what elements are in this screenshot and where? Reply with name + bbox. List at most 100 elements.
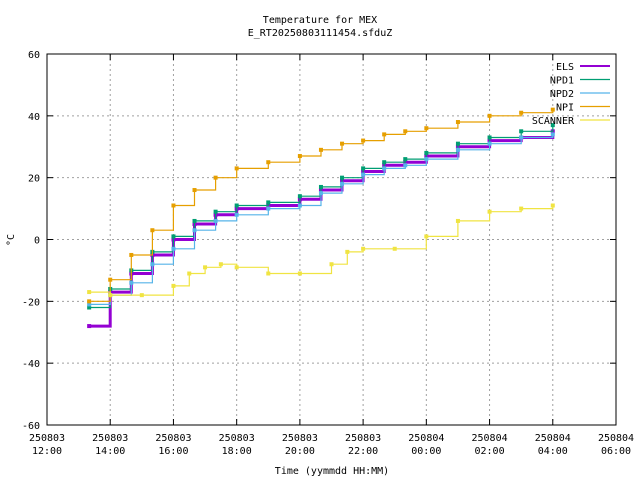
data-point-npd2	[361, 172, 366, 177]
x-tick-label-date: 250803	[219, 433, 255, 444]
plot-frame	[46, 53, 617, 426]
legend-label-els: ELS	[556, 62, 574, 73]
x-tick-label-date: 250803	[155, 433, 191, 444]
data-point-scanner	[171, 283, 176, 288]
data-point-npi	[455, 120, 460, 125]
data-point-npd1	[382, 160, 387, 165]
data-point-scanner	[345, 249, 350, 254]
data-point-npd2	[487, 141, 492, 146]
data-point-npd1	[266, 200, 271, 205]
legend-label-npi: NPI	[556, 103, 574, 114]
data-point-npi	[340, 141, 345, 146]
y-tick-label: -20	[22, 297, 40, 308]
y-tick-label: 20	[28, 174, 40, 185]
data-point-npd2	[382, 166, 387, 171]
data-point-npd2	[424, 157, 429, 162]
data-point-npd1	[234, 203, 239, 208]
data-point-scanner	[108, 293, 113, 298]
data-point-npd2	[550, 132, 555, 137]
data-point-npi	[171, 203, 176, 208]
legend: ELS NPD1 NPD2 NPI SCANNER	[532, 62, 610, 127]
data-point-npi	[108, 277, 113, 282]
data-point-npd2	[192, 228, 197, 233]
data-point-scanner	[329, 262, 334, 267]
x-tick-label-time: 18:00	[222, 446, 252, 457]
data-point-npi	[192, 188, 197, 193]
data-point-npd2	[129, 280, 134, 285]
data-point-els	[87, 324, 92, 329]
data-point-npd2	[455, 147, 460, 152]
data-point-scanner	[361, 246, 366, 251]
x-tick-label-time: 00:00	[411, 446, 441, 457]
data-point-npd1	[192, 218, 197, 223]
x-tick-label-time: 06:00	[601, 446, 631, 457]
y-tick-label: 40	[28, 112, 40, 123]
data-point-npd1	[361, 166, 366, 171]
data-point-scanner	[519, 206, 524, 211]
x-tick-label-date: 250804	[408, 433, 444, 444]
data-point-npi	[487, 113, 492, 118]
data-point-npi	[519, 110, 524, 115]
data-point-npd1	[519, 129, 524, 134]
x-tick-label-time: 22:00	[348, 446, 378, 457]
x-tick-label-date: 250804	[471, 433, 507, 444]
y-tick-label: -60	[22, 421, 40, 432]
x-tick-label-time: 04:00	[538, 446, 568, 457]
data-point-npd1	[87, 305, 92, 310]
data-point-npi	[318, 147, 323, 152]
y-tick-label: 0	[34, 236, 40, 247]
data-point-npi	[129, 252, 134, 257]
data-point-npi	[87, 299, 92, 304]
data-point-scanner	[203, 265, 208, 270]
chart-subtitle: E_RT20250803111454.sfduZ	[248, 28, 393, 39]
data-point-npi	[382, 132, 387, 137]
data-point-npd2	[297, 203, 302, 208]
y-axis-label: °C	[6, 234, 17, 246]
series-line-els	[89, 131, 555, 328]
data-point-npd1	[340, 175, 345, 180]
data-point-scanner	[187, 271, 192, 276]
data-point-scanner	[139, 293, 144, 298]
data-point-npi	[213, 175, 218, 180]
data-point-npd1	[550, 123, 555, 128]
data-point-scanner	[487, 209, 492, 214]
data-point-npi	[424, 126, 429, 131]
x-tick-label-time: 16:00	[158, 446, 188, 457]
x-tick-label-date: 250803	[345, 433, 381, 444]
data-point-npi	[150, 228, 155, 233]
x-axis-label: Time (yymmdd HH:MM)	[275, 466, 389, 477]
data-point-npd1	[455, 141, 460, 146]
x-tick-label-date: 250803	[282, 433, 318, 444]
data-point-npi	[234, 166, 239, 171]
data-point-npd2	[213, 218, 218, 223]
data-point-npd1	[424, 150, 429, 155]
x-tick-label-time: 02:00	[475, 446, 505, 457]
data-point-scanner	[87, 290, 92, 295]
series-line-npd2	[89, 134, 554, 305]
data-point-npi	[550, 107, 555, 112]
data-point-npd2	[87, 302, 92, 307]
data-point-npd2	[403, 163, 408, 168]
data-point-scanner	[392, 246, 397, 251]
y-tick-label: 60	[28, 50, 40, 61]
data-point-npd2	[318, 191, 323, 196]
data-point-npd2	[266, 206, 271, 211]
x-tick-label-date: 250803	[92, 433, 128, 444]
grid	[47, 54, 616, 425]
series-line-npi	[89, 109, 554, 302]
x-tick-label-time: 14:00	[95, 446, 125, 457]
data-point-npd2	[519, 135, 524, 140]
data-point-scanner	[297, 271, 302, 276]
data-point-npi	[266, 160, 271, 165]
data-point-scanner	[550, 203, 555, 208]
x-tick-label-time: 20:00	[285, 446, 315, 457]
data-point-scanner	[424, 234, 429, 239]
data-point-npd1	[213, 209, 218, 214]
x-tick-label-time: 12:00	[32, 446, 62, 457]
x-tick-label-date: 250804	[535, 433, 571, 444]
data-point-npd2	[171, 246, 176, 251]
legend-label-npd2: NPD2	[550, 89, 574, 100]
data-point-scanner	[218, 262, 223, 267]
